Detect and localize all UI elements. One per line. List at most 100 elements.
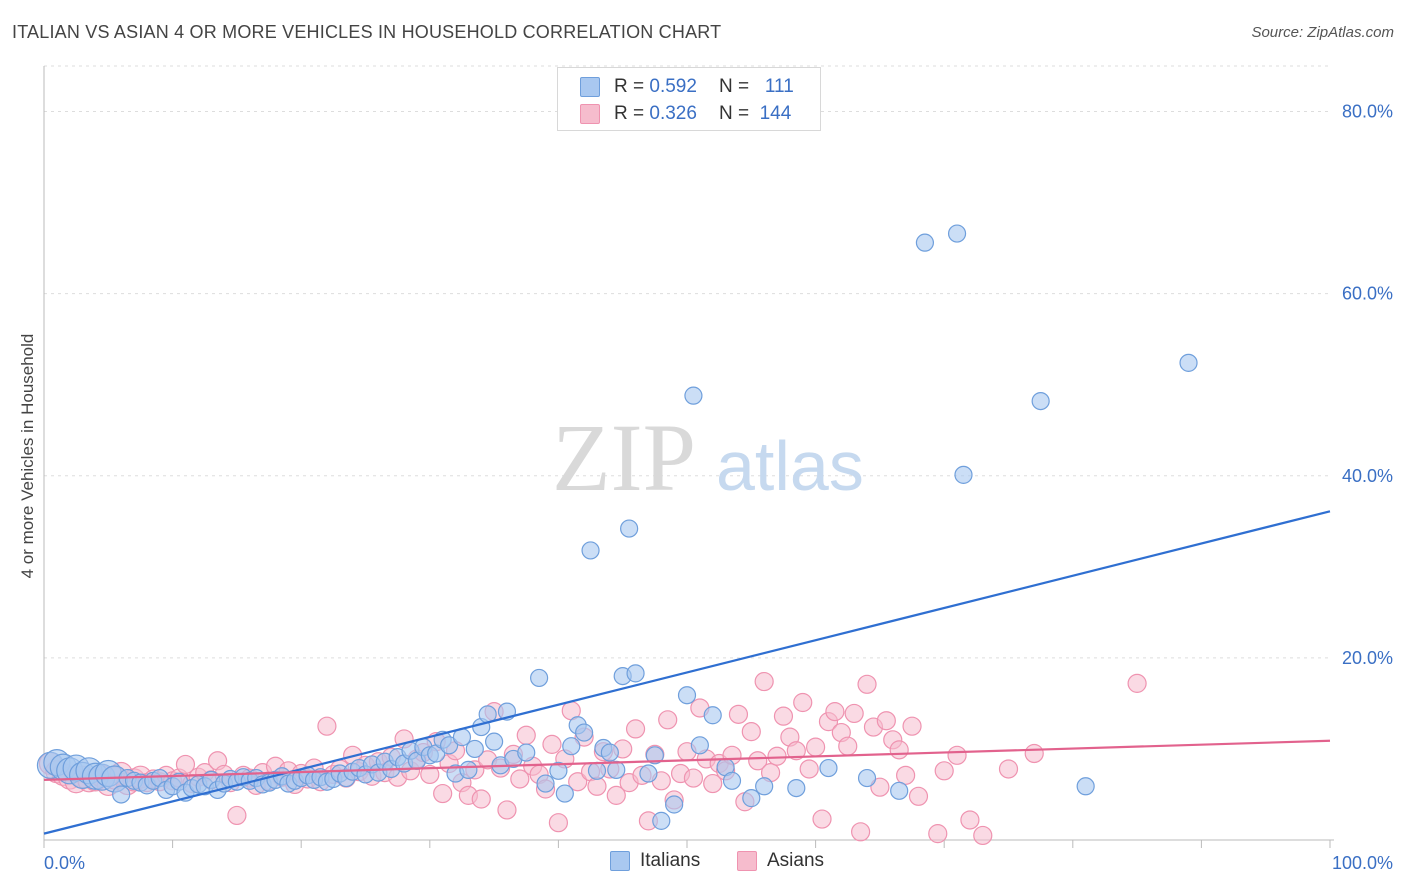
italians-point xyxy=(665,795,684,814)
italians-point xyxy=(459,760,478,779)
trend-lines xyxy=(43,510,1331,835)
italians-point xyxy=(607,760,626,779)
italians-point xyxy=(549,761,568,780)
asians-point xyxy=(497,800,517,820)
source-label: Source: ZipAtlas.com xyxy=(1251,24,1394,41)
italians-trend-line xyxy=(43,510,1331,835)
y-tick-label: 60.0% xyxy=(1342,284,1393,304)
asians-point xyxy=(947,745,967,765)
italians-point xyxy=(645,746,664,765)
asians-point xyxy=(773,706,794,726)
asians-point xyxy=(703,773,723,794)
italians-point xyxy=(742,789,761,808)
italians-point xyxy=(755,777,774,796)
asians-point xyxy=(317,716,337,736)
x-tick-label: 0.0% xyxy=(44,853,85,873)
asians-r-label: R = xyxy=(614,103,645,124)
italians-point xyxy=(690,736,709,755)
asians-trend-line xyxy=(43,739,1331,782)
asians-point xyxy=(420,764,440,785)
asians-point xyxy=(851,822,871,842)
asians-n-label: N = xyxy=(718,103,750,124)
italians-points xyxy=(36,224,1198,830)
italians-point xyxy=(465,739,484,759)
asians-point xyxy=(793,692,813,713)
asians-point xyxy=(683,768,704,788)
watermark: ZIP atlas xyxy=(552,404,864,511)
asians-point xyxy=(889,740,909,760)
chart-title: ITALIAN VS ASIAN 4 OR MORE VEHICLES IN H… xyxy=(12,22,722,42)
y-tick-label: 80.0% xyxy=(1342,102,1393,122)
italians-n-label: N = xyxy=(718,76,750,97)
tick-labels: 20.0% 40.0% 60.0% 80.0% 0.0% 100.0% xyxy=(44,102,1393,873)
italians-point xyxy=(587,761,607,780)
italians-point xyxy=(439,736,459,755)
asians-point xyxy=(799,759,819,779)
italians-swatch xyxy=(580,77,600,97)
asians-point xyxy=(587,776,607,796)
asians-point xyxy=(1127,673,1147,693)
italians-point xyxy=(703,706,722,725)
legend-italians-swatch xyxy=(610,851,630,871)
grid-lines xyxy=(44,65,1330,659)
asians-point xyxy=(433,783,453,804)
italians-point xyxy=(915,233,935,252)
asians-point xyxy=(658,710,678,730)
legend-italians-label: Italians xyxy=(640,850,701,871)
italians-r-label: R = xyxy=(614,76,645,97)
italians-point xyxy=(112,785,131,804)
asians-point xyxy=(606,785,626,805)
italians-point xyxy=(677,686,697,705)
legend-asians-label: Asians xyxy=(767,850,825,871)
italians-point xyxy=(562,737,581,756)
asians-point xyxy=(857,674,877,694)
asians-point xyxy=(928,824,948,844)
asians-point xyxy=(748,751,768,771)
asians-point xyxy=(786,741,806,761)
watermark-zip: ZIP xyxy=(552,404,696,511)
legend-row-italians: R = 0.592 N = 111 xyxy=(580,75,794,99)
asians-point xyxy=(542,734,562,754)
italians-point xyxy=(1179,353,1198,372)
italians-point xyxy=(517,743,536,762)
legend-row-asians: R = 0.326 N = 144 xyxy=(580,102,791,126)
asians-point xyxy=(741,722,761,742)
y-tick-label: 20.0% xyxy=(1342,648,1393,668)
legend-item-italians: Italians xyxy=(610,850,700,872)
asians-point xyxy=(568,772,588,792)
asians-swatch xyxy=(580,104,600,124)
asians-point xyxy=(767,746,787,766)
italians-point xyxy=(575,723,594,742)
italians-point xyxy=(787,778,806,798)
italians-n-value: 111 xyxy=(764,76,794,97)
asians-point xyxy=(625,719,646,739)
italians-point xyxy=(954,465,973,484)
x-tick-label: 100.0% xyxy=(1332,853,1393,873)
italians-point xyxy=(626,664,645,683)
italians-point xyxy=(620,519,639,538)
asians-point xyxy=(471,789,491,809)
asians-points xyxy=(38,671,1147,846)
asians-point xyxy=(896,765,916,785)
italians-point xyxy=(684,386,703,405)
asians-point xyxy=(838,736,858,756)
italians-point xyxy=(819,758,838,778)
asians-point xyxy=(908,786,929,806)
italians-point xyxy=(555,784,574,803)
legend-asians-swatch xyxy=(737,851,757,871)
asians-point xyxy=(844,703,864,724)
asians-point xyxy=(516,725,536,745)
italians-point xyxy=(600,743,619,762)
italians-r-value: 0.592 xyxy=(649,76,697,97)
asians-n-value: 144 xyxy=(759,103,792,124)
italians-point xyxy=(890,781,909,800)
italians-point xyxy=(1076,777,1095,796)
asians-point xyxy=(973,825,993,846)
italians-point xyxy=(947,224,967,243)
italians-point xyxy=(722,771,742,790)
y-tick-label: 40.0% xyxy=(1342,466,1393,486)
legend-item-asians: Asians xyxy=(737,850,824,872)
axes xyxy=(43,66,1334,848)
italians-point xyxy=(639,764,658,783)
